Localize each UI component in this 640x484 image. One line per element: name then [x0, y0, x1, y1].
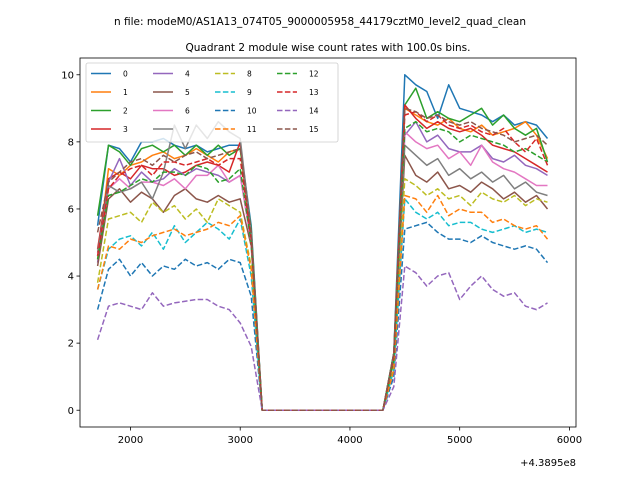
series-line-15	[96, 107, 549, 411]
x-tick-label: 4000	[337, 435, 362, 446]
legend-label-11: 11	[247, 125, 257, 134]
legend-label-10: 10	[247, 107, 257, 116]
x-tick-label: 6000	[557, 435, 582, 446]
series-line-9	[96, 198, 548, 411]
legend-label-0: 0	[123, 70, 128, 79]
series-line-8	[96, 178, 548, 411]
series-line-13	[96, 110, 549, 411]
legend-label-14: 14	[309, 107, 319, 116]
legend-label-8: 8	[247, 70, 252, 79]
series-line-1	[96, 107, 549, 411]
figure-suptitle: n file: modeM0/AS1A13_074T05_9000005958_…	[114, 16, 526, 28]
legend-label-5: 5	[185, 88, 190, 97]
legend-label-4: 4	[185, 70, 190, 79]
y-tick-label: 10	[61, 70, 74, 81]
y-tick-label: 4	[68, 272, 74, 283]
legend-label-9: 9	[247, 88, 252, 97]
chart-title: Quadrant 2 module wise count rates with …	[186, 42, 471, 54]
legend-label-15: 15	[309, 125, 319, 134]
legend-label-7: 7	[185, 125, 190, 134]
x-tick-label: 3000	[227, 435, 252, 446]
x-tick-label: 2000	[118, 435, 143, 446]
legend-label-2: 2	[123, 107, 128, 116]
legend-label-13: 13	[309, 88, 319, 97]
legend-label-6: 6	[185, 107, 190, 116]
x-tick-label: 5000	[447, 435, 472, 446]
y-tick-label: 8	[68, 137, 74, 148]
x-offset-label: +4.3895e8	[520, 458, 576, 469]
series-line-14	[96, 265, 548, 411]
legend-label-1: 1	[123, 88, 128, 97]
series-line-10	[96, 221, 549, 411]
legend-label-12: 12	[309, 70, 319, 79]
legend-box	[85, 62, 339, 143]
y-tick-label: 0	[68, 406, 74, 417]
legend-label-3: 3	[123, 125, 128, 134]
y-tick-label: 2	[68, 339, 74, 350]
axes-frame	[79, 57, 577, 428]
y-tick-label: 6	[68, 205, 74, 216]
series-line-11	[96, 194, 549, 411]
